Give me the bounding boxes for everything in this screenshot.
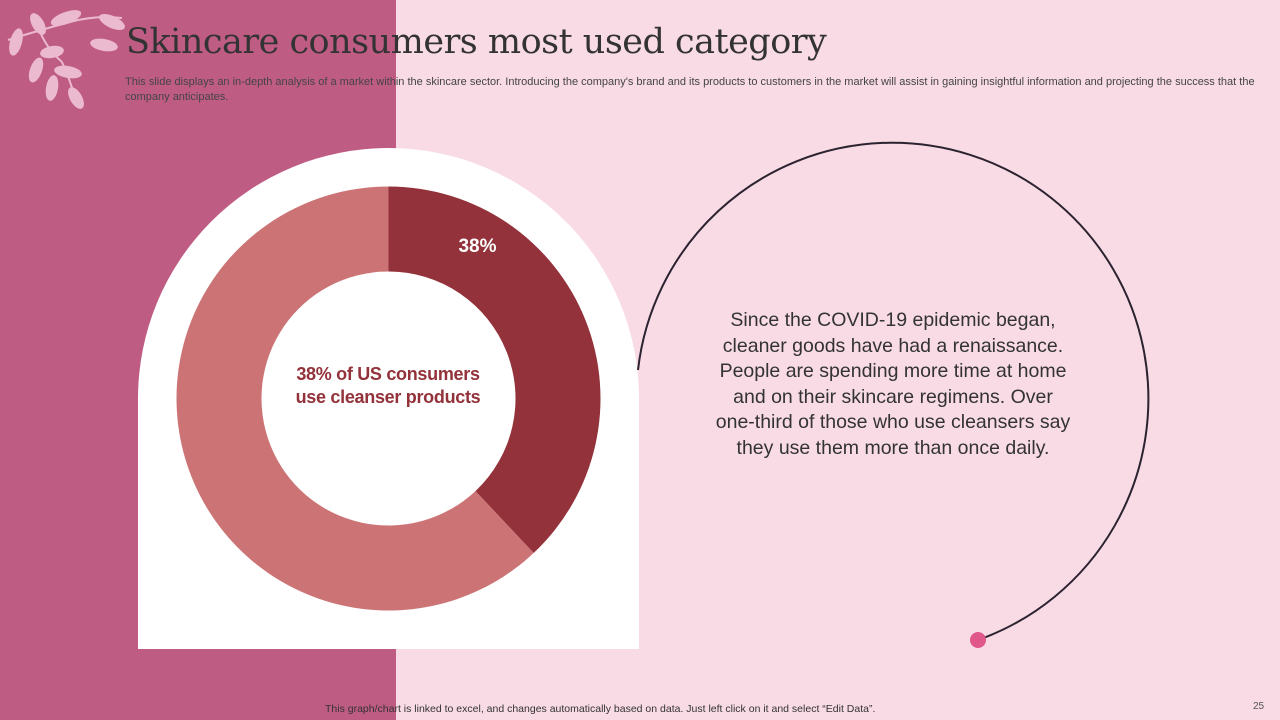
donut-slice-1[interactable] xyxy=(388,186,601,554)
footer-note: This graph/chart is linked to excel, and… xyxy=(325,703,876,715)
donut-slice-2[interactable] xyxy=(176,186,534,611)
donut-center-label: 38% of US consumers use cleanser product… xyxy=(295,364,481,407)
donut-data-label: 38% xyxy=(458,236,496,257)
description-text: Since the COVID-19 epidemic began, clean… xyxy=(715,309,1071,459)
page-number: 25 xyxy=(1253,701,1265,712)
donut-chart[interactable]: 38% xyxy=(138,148,639,649)
accent-dot xyxy=(970,632,986,648)
leaf-branch-icon xyxy=(7,10,125,109)
slide-title: Skincare consumers most used category xyxy=(126,22,827,62)
slide-subtitle: This slide displays an in-depth analysis… xyxy=(125,76,1255,103)
